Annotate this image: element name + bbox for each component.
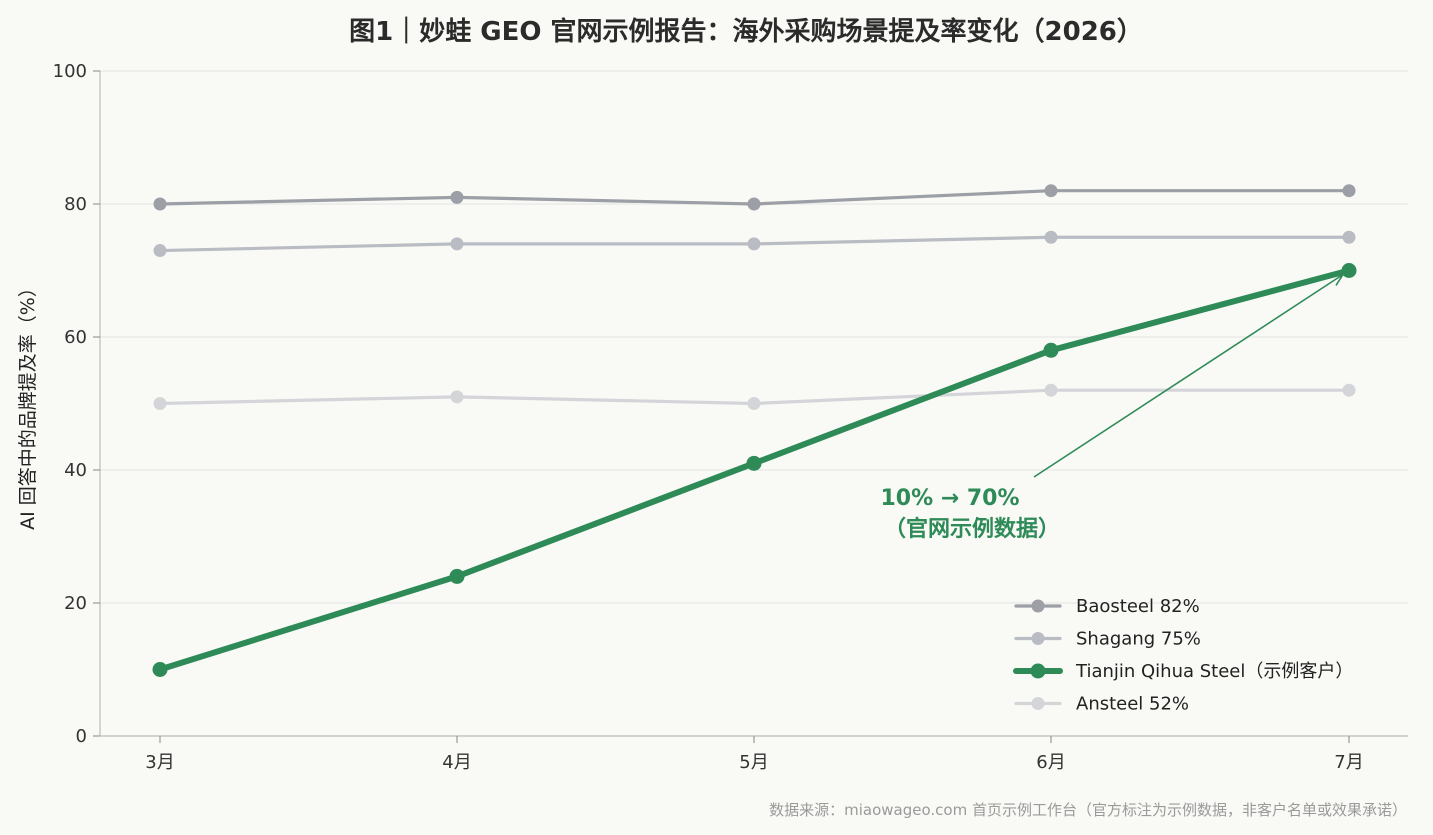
- data-point: [1044, 230, 1058, 244]
- chart-title: 图1｜妙蛙 GEO 官网示例报告：海外采购场景提及率变化（2026）: [349, 16, 1143, 47]
- legend-label: Tianjin Qihua Steel（示例客户）: [1075, 661, 1353, 682]
- legend-swatch-marker: [1031, 632, 1045, 645]
- legend-swatch-marker: [1030, 663, 1046, 679]
- y-tick-label: 20: [64, 593, 87, 614]
- grid-lines: [100, 70, 1408, 604]
- data-point: [153, 197, 167, 211]
- data-point: [747, 237, 761, 251]
- data-point: [1044, 383, 1058, 397]
- y-tick-label: 0: [76, 726, 87, 747]
- legend-label: Ansteel 52%: [1076, 694, 1189, 715]
- annotation-arrowhead: [1330, 273, 1345, 286]
- legend-swatch-marker: [1031, 599, 1045, 613]
- y-tick-label: 40: [64, 460, 87, 481]
- data-point: [746, 455, 762, 471]
- data-point: [450, 237, 464, 251]
- y-ticks: 0 20 40 60 80 100: [53, 61, 100, 747]
- y-axis-label: AI 回答中的品牌提及率（%）: [17, 278, 39, 530]
- x-tick-label: 3月: [145, 752, 174, 773]
- legend-swatch-marker: [1031, 697, 1045, 710]
- series: [152, 184, 1357, 677]
- legend: Baosteel 82% Shagang 75% Tianjin Qihua Ste…: [1013, 596, 1353, 715]
- x-tick-label: 7月: [1334, 752, 1363, 773]
- legend-label: Shagang 75%: [1076, 629, 1201, 650]
- y-tick-label: 80: [64, 194, 87, 215]
- x-tick-label: 5月: [739, 752, 768, 773]
- x-ticks: 3月 4月 5月 6月 7月: [145, 736, 1364, 773]
- annotation: 10% → 70% （官网示例数据）: [880, 273, 1345, 542]
- series-group: [152, 263, 1357, 677]
- annotation-text-line2: （官网示例数据）: [884, 516, 1060, 542]
- data-point: [450, 390, 464, 404]
- data-point: [152, 662, 168, 677]
- series-group: [153, 184, 1356, 211]
- data-point: [449, 568, 465, 584]
- data-point: [153, 244, 167, 258]
- data-point: [1044, 184, 1058, 198]
- series-group: [153, 383, 1356, 410]
- data-point: [1342, 184, 1356, 198]
- data-point: [747, 397, 761, 410]
- annotation-arrow: [1033, 273, 1344, 478]
- y-tick-label: 100: [53, 61, 87, 82]
- data-point: [153, 397, 167, 410]
- x-tick-label: 4月: [442, 752, 471, 773]
- data-point: [1043, 342, 1059, 358]
- data-point: [450, 190, 464, 204]
- y-tick-label: 60: [64, 327, 87, 348]
- source-note: 数据来源：miaowageo.com 首页示例工作台（官方标注为示例数据，非客户…: [769, 801, 1407, 819]
- data-point: [1341, 263, 1357, 278]
- annotation-text-line1: 10% → 70%: [880, 486, 1019, 511]
- legend-label: Baosteel 82%: [1076, 596, 1200, 617]
- series-group: [153, 230, 1356, 258]
- data-point: [1342, 383, 1356, 397]
- data-point: [1342, 230, 1356, 244]
- data-point: [747, 197, 761, 211]
- x-tick-label: 6月: [1036, 752, 1065, 773]
